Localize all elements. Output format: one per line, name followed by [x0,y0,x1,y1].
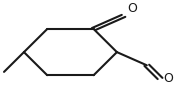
Text: O: O [127,2,137,15]
Text: O: O [163,72,173,85]
